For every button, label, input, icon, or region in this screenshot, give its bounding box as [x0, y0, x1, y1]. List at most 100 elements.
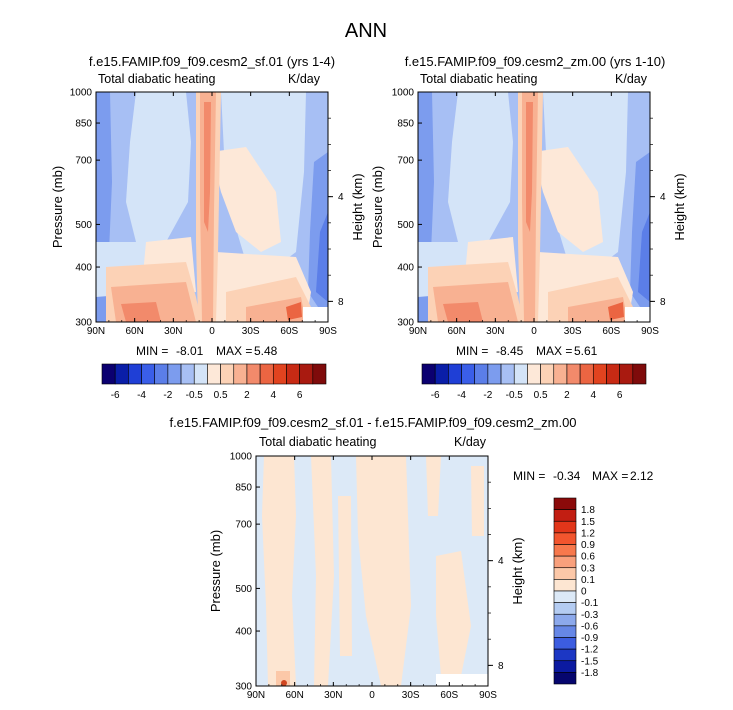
colorbar-swatch: [272, 363, 287, 385]
colorbar-label: -4: [137, 390, 146, 401]
colorbar-swatch: [553, 579, 577, 592]
x-tick-label: 30N: [324, 690, 342, 701]
panel-3-units: K/day: [454, 435, 487, 449]
panel-1-min-value: -8.01: [176, 344, 204, 358]
y-tick-label: 300: [75, 318, 92, 329]
colorbar-swatch: [553, 520, 577, 534]
colorbar-label: 0.6: [581, 552, 595, 563]
panel-1-plot-area: [95, 91, 329, 323]
colorbar-label: -6: [111, 390, 120, 401]
colorbar-swatch: [553, 363, 568, 385]
colorbar-label: -0.5: [506, 390, 524, 401]
colorbar-label: 6: [297, 390, 303, 401]
colorbar-swatch: [527, 363, 541, 385]
y-tick-label: 1000: [70, 88, 93, 99]
colorbar-swatch: [513, 363, 528, 385]
y-tick-label: 400: [235, 627, 252, 638]
colorbar-label: 4: [591, 390, 597, 401]
colorbar-label: 1.5: [581, 517, 595, 528]
colorbar-swatch: [579, 363, 594, 385]
colorbar-swatch: [553, 660, 577, 673]
colorbar-swatch: [553, 613, 577, 627]
y-tick-label: 700: [75, 156, 92, 167]
colorbar-label: 0.9: [581, 540, 595, 551]
colorbar-swatch: [592, 363, 607, 385]
x-tick-label: 90N: [409, 326, 427, 337]
colorbar-swatch: [487, 363, 502, 385]
y-tick-label: 300: [397, 318, 414, 329]
colorbar-label: 6: [617, 390, 623, 401]
colorbar-label: -0.9: [581, 633, 599, 644]
colorbar-swatch: [540, 363, 555, 385]
colorbar-swatch: [154, 363, 169, 385]
colorbar-swatch: [448, 363, 462, 385]
colorbar-swatch: [553, 555, 577, 569]
colorbar-swatch: [553, 567, 577, 580]
colorbar-swatch: [553, 532, 577, 545]
x-tick-label: 90N: [247, 690, 265, 701]
panel-1-title: f.e15.FAMIP.f09_f09.cesm2_sf.01 (yrs 1-4…: [89, 54, 335, 69]
panel-1: f.e15.FAMIP.f09_f09.cesm2_sf.01 (yrs 1-4…: [50, 54, 365, 401]
y2-tick-label: 8: [338, 297, 344, 308]
x-tick-label: 30S: [564, 326, 582, 337]
colorbar-swatch: [553, 625, 577, 638]
colorbar-swatch: [312, 363, 327, 385]
panel-1-max-value: 5.48: [254, 344, 278, 358]
colorbar-swatch: [193, 363, 208, 385]
colorbar-label: 0.3: [581, 563, 595, 574]
x-tick-label: 0: [209, 326, 215, 337]
colorbar-swatch: [207, 363, 221, 385]
colorbar-label: 1.2: [581, 528, 595, 539]
x-tick-label: 60N: [447, 326, 465, 337]
colorbar-swatch: [566, 363, 581, 385]
panel-2-left-label: Total diabatic heating: [420, 72, 537, 86]
panel-2-colorbar: -6 -4 -2 -0.5 0.5 2 4 6: [421, 363, 647, 401]
colorbar-label: 1.8: [581, 505, 595, 516]
x-tick-label: 90S: [479, 690, 497, 701]
panel-1-max-label: MAX =: [216, 344, 252, 358]
colorbar-swatch: [500, 363, 515, 385]
x-tick-label: 90S: [319, 326, 337, 337]
colorbar-swatch: [167, 363, 182, 385]
colorbar-swatch: [553, 672, 577, 685]
panel-3-y2label: Height (km): [510, 537, 525, 604]
x-tick-label: 60N: [125, 326, 143, 337]
colorbar-swatch: [141, 363, 156, 385]
panel-3-title: f.e15.FAMIP.f09_f09.cesm2_sf.01 - f.e15.…: [169, 415, 576, 430]
x-tick-label: 60S: [440, 690, 458, 701]
colorbar-swatch: [220, 363, 235, 385]
y-tick-label: 850: [75, 119, 92, 130]
y-tick-label: 500: [75, 220, 92, 231]
colorbar-label: 0.1: [581, 575, 595, 586]
colorbar-swatch: [461, 363, 476, 385]
y2-tick-label: 4: [498, 556, 504, 567]
panel-1-colorbar: -6 -4 -2 -0.5 0.5 2 4 6: [101, 363, 327, 401]
colorbar-label: -1.2: [581, 645, 599, 656]
colorbar-swatch: [114, 363, 129, 385]
colorbar-swatch: [259, 363, 274, 385]
colorbar-label: 2: [564, 390, 570, 401]
colorbar-label: -2: [483, 390, 492, 401]
colorbar-swatch: [474, 363, 489, 385]
colorbar-swatch: [299, 363, 314, 385]
colorbar-swatch: [233, 363, 248, 385]
x-tick-label: 0: [369, 690, 375, 701]
panel-1-y2label: Height (km): [350, 173, 365, 240]
x-tick-label: 30N: [486, 326, 504, 337]
panel-1-axes: 90N 60N 30N 0 30S 60S 90S 300 400 500 700 850 1000 8 4: [70, 88, 344, 338]
colorbar-swatch: [421, 363, 436, 385]
colorbar-label: -0.3: [581, 610, 599, 621]
panel-1-min-label: MIN =: [136, 344, 168, 358]
y-tick-label: 700: [397, 156, 414, 167]
colorbar-swatch: [553, 590, 577, 603]
colorbar-label: 0: [581, 587, 587, 598]
colorbar-swatch: [128, 363, 142, 385]
y-tick-label: 500: [397, 220, 414, 231]
y2-tick-label: 8: [498, 661, 504, 672]
panel-2-min-label: MIN =: [456, 344, 488, 358]
panel-3-plot-area: [255, 455, 489, 687]
colorbar-label: 4: [271, 390, 277, 401]
colorbar-label: -0.6: [581, 621, 599, 632]
y2-tick-label: 8: [660, 297, 666, 308]
colorbar-label: -1.5: [581, 656, 599, 667]
